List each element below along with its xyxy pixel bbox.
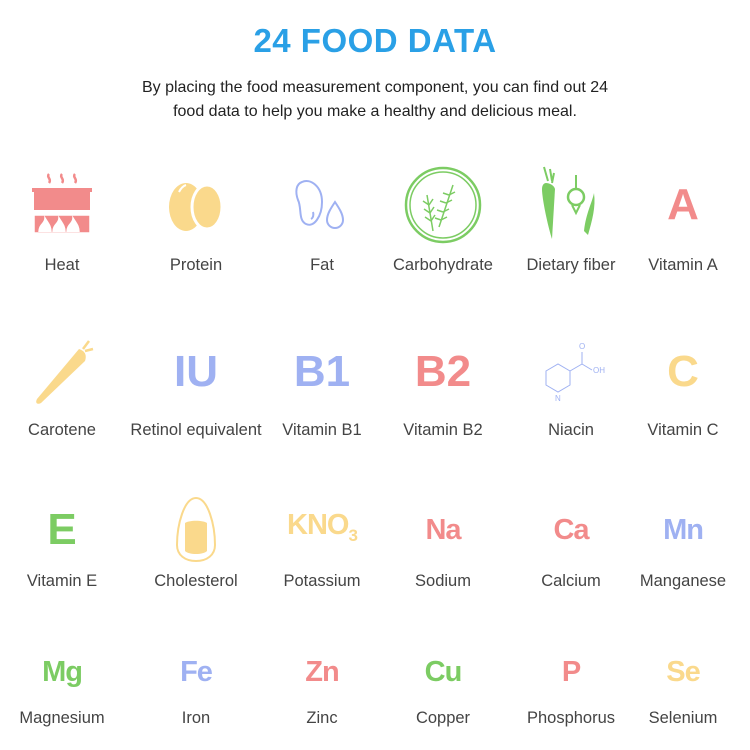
nitrogen-label: N	[555, 394, 561, 403]
item-vitamin-b1: B1 Vitamin B1	[268, 337, 376, 440]
item-label: Potassium	[283, 572, 361, 590]
food-data-row-2: Carotene IU Retinol equivalent B1 Vitami…	[0, 337, 750, 440]
item-iron: Fe Iron	[124, 637, 268, 728]
item-fat: Fat	[268, 170, 376, 275]
b2-symbol: B2	[414, 347, 472, 396]
vitamin-a-symbol: A	[667, 180, 699, 229]
zn-symbol: Zn	[305, 656, 339, 688]
item-carotene: Carotene	[0, 337, 124, 440]
cu-symbol: Cu	[424, 656, 463, 688]
subscript-3: 3	[348, 525, 358, 545]
wheat-icon	[393, 166, 493, 244]
item-label: Vitamin E	[26, 572, 98, 590]
item-label: Vitamin B1	[282, 421, 362, 439]
item-label: Zinc	[306, 709, 338, 727]
niacin-molecule-icon: O OH N	[521, 337, 621, 407]
item-phosphorus: P Phosphorus	[510, 637, 632, 728]
vegetables-icon	[521, 166, 621, 240]
se-symbol: Se	[666, 656, 700, 688]
fe-symbol: Fe	[180, 656, 213, 688]
item-vitamin-a: A Vitamin A	[632, 170, 734, 275]
item-label: Sodium	[415, 572, 471, 590]
item-vitamin-b2: B2 Vitamin B2	[376, 337, 510, 440]
item-label: Magnesium	[19, 709, 105, 727]
cooking-pot-icon	[12, 170, 112, 240]
mg-symbol: Mg	[42, 656, 83, 688]
egg-yolk-icon	[146, 495, 246, 565]
item-label: Retinol equivalent	[130, 421, 262, 439]
food-data-row-1: Heat Protein Fat Carbohydrate Dietary fi…	[0, 166, 750, 275]
item-label: Manganese	[639, 572, 727, 590]
oxygen-label: O	[579, 342, 585, 351]
item-vitamin-c: C Vitamin C	[632, 337, 734, 440]
item-sodium: Na Sodium	[376, 495, 510, 591]
item-calcium: Ca Calcium	[510, 495, 632, 591]
item-copper: Cu Copper	[376, 637, 510, 728]
food-data-row-4: Mg Magnesium Fe Iron Zn Zinc Cu Copper P…	[0, 637, 750, 728]
item-label: Cholesterol	[154, 572, 238, 590]
item-label: Vitamin A	[648, 256, 718, 274]
item-label: Heat	[44, 256, 80, 274]
item-label: Carbohydrate	[393, 256, 493, 274]
item-label: Vitamin B2	[403, 421, 483, 439]
item-dietary-fiber: Dietary fiber	[510, 166, 632, 275]
iu-symbol: IU	[174, 347, 218, 396]
kno3-symbol: KNO3	[287, 490, 358, 571]
item-label: Protein	[169, 256, 223, 274]
item-protein: Protein	[124, 170, 268, 275]
item-cholesterol: Cholesterol	[124, 495, 268, 591]
page-title: 24 FOOD DATA	[253, 22, 497, 59]
eggs-icon	[146, 170, 246, 240]
item-carbohydrate: Carbohydrate	[376, 166, 510, 275]
item-heat: Heat	[0, 170, 124, 275]
b1-symbol: B1	[293, 347, 351, 396]
item-manganese: Mn Manganese	[632, 495, 734, 591]
item-magnesium: Mg Magnesium	[0, 637, 124, 728]
item-label: Calcium	[541, 572, 601, 590]
item-label: Iron	[181, 709, 211, 727]
item-label: Fat	[310, 256, 334, 274]
item-vitamin-e: E Vitamin E	[0, 495, 124, 591]
vitamin-c-symbol: C	[667, 347, 699, 396]
item-label: Vitamin C	[647, 421, 719, 439]
item-niacin: O OH N Niacin	[510, 337, 632, 440]
food-data-row-3: E Vitamin E Cholesterol KNO3 Potassium N…	[0, 495, 750, 591]
vitamin-e-symbol: E	[47, 505, 77, 554]
item-label: Phosphorus	[526, 709, 616, 727]
page-subtitle: By placing the food measurement componen…	[0, 76, 750, 124]
kno-text: KNO	[287, 508, 349, 541]
ca-symbol: Ca	[553, 514, 589, 546]
item-label: Selenium	[648, 709, 718, 727]
item-label: Niacin	[548, 421, 594, 439]
hydroxyl-label: OH	[593, 366, 605, 375]
subtitle-line-2: food data to help you make a healthy and…	[173, 103, 577, 120]
item-label: Copper	[415, 709, 471, 727]
oil-drops-icon	[272, 170, 372, 240]
mn-symbol: Mn	[663, 514, 704, 546]
carrot-icon	[12, 337, 112, 407]
item-label: Dietary fiber	[526, 256, 616, 274]
item-retinol-equivalent: IU Retinol equivalent	[124, 337, 268, 440]
item-selenium: Se Selenium	[632, 637, 734, 728]
na-symbol: Na	[425, 514, 461, 546]
item-zinc: Zn Zinc	[268, 637, 376, 728]
item-label: Carotene	[28, 421, 96, 439]
subtitle-line-1: By placing the food measurement componen…	[141, 79, 609, 96]
item-potassium: KNO3 Potassium	[268, 495, 376, 591]
p-symbol: P	[561, 656, 581, 688]
